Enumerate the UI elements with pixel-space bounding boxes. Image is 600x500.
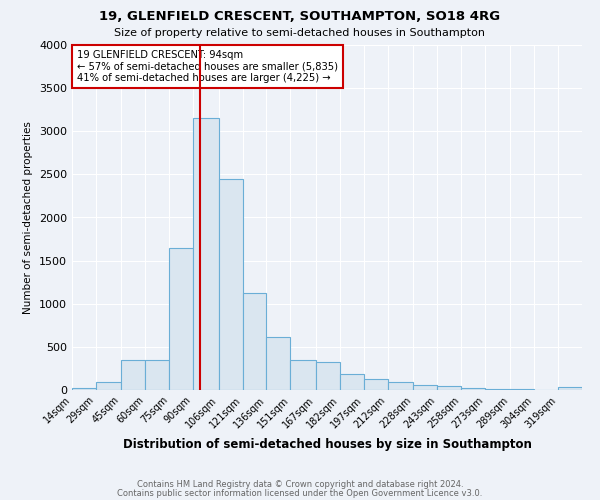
Bar [340,374,364,390]
Bar [145,360,169,390]
Bar [364,379,388,390]
Bar [388,382,413,390]
Bar [316,362,340,390]
Bar [242,292,266,390]
Bar [193,118,218,390]
Bar [266,336,290,390]
Bar [72,388,96,390]
Text: Contains public sector information licensed under the Open Government Licence v3: Contains public sector information licen… [118,488,482,498]
Bar [461,388,485,390]
Text: Size of property relative to semi-detached houses in Southampton: Size of property relative to semi-detach… [115,28,485,38]
Bar [218,178,242,390]
Bar [290,360,316,390]
Bar [437,386,461,390]
Text: 19, GLENFIELD CRESCENT, SOUTHAMPTON, SO18 4RG: 19, GLENFIELD CRESCENT, SOUTHAMPTON, SO1… [100,10,500,23]
Bar [121,360,145,390]
Bar [485,389,510,390]
Y-axis label: Number of semi-detached properties: Number of semi-detached properties [23,121,34,314]
Bar [96,382,121,390]
Bar [169,248,193,390]
Text: 19 GLENFIELD CRESCENT: 94sqm
← 57% of semi-detached houses are smaller (5,835)
4: 19 GLENFIELD CRESCENT: 94sqm ← 57% of se… [77,50,338,84]
Bar [558,388,582,390]
Bar [413,385,437,390]
Text: Contains HM Land Registry data © Crown copyright and database right 2024.: Contains HM Land Registry data © Crown c… [137,480,463,489]
X-axis label: Distribution of semi-detached houses by size in Southampton: Distribution of semi-detached houses by … [122,438,532,451]
